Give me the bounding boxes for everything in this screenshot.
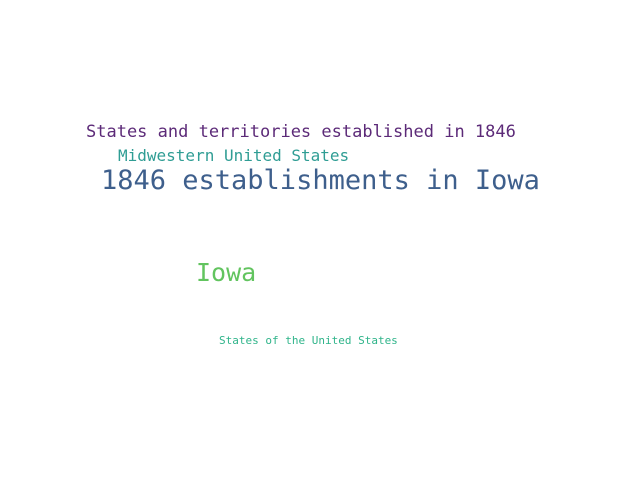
word-1846-establishments-in-iowa: 1846 establishments in Iowa xyxy=(101,165,540,196)
word-states-and-territories-1846: States and territories established in 18… xyxy=(86,122,516,142)
word-states-of-the-united-states: States of the United States xyxy=(219,334,398,347)
word-iowa: Iowa xyxy=(196,258,257,287)
word-midwestern-united-states: Midwestern United States xyxy=(118,146,350,165)
